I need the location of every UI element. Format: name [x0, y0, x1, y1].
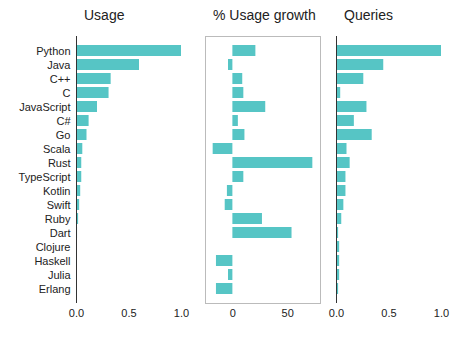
svg-text:Kotlin: Kotlin: [43, 185, 71, 197]
svg-text:0: 0: [230, 307, 236, 319]
svg-text:Go: Go: [56, 129, 71, 141]
svg-text:Scala: Scala: [43, 143, 71, 155]
svg-text:0.5: 0.5: [381, 307, 396, 319]
svg-text:0.0: 0.0: [69, 307, 84, 319]
html-text:Queries: Queries: [344, 7, 393, 23]
svg-text:Ruby: Ruby: [45, 213, 71, 225]
svg-text:Rust: Rust: [48, 157, 71, 169]
svg-text:1.0: 1.0: [434, 307, 449, 319]
svg-text:Dart: Dart: [50, 227, 71, 239]
html-text:Usage: Usage: [84, 7, 125, 23]
svg-text:Erlang: Erlang: [39, 283, 71, 295]
svg-text:TypeScript: TypeScript: [19, 171, 71, 183]
svg-text:Python: Python: [36, 45, 70, 57]
svg-text:Haskell: Haskell: [34, 255, 70, 267]
svg-text:Clojure: Clojure: [36, 241, 71, 253]
svg-text:0.0: 0.0: [329, 307, 344, 319]
svg-text:1.0: 1.0: [174, 307, 189, 319]
svg-text:C++: C++: [50, 73, 71, 85]
svg-text:Java: Java: [47, 59, 71, 71]
html-text:% Usage growth: % Usage growth: [213, 7, 316, 23]
svg-text:50: 50: [282, 307, 294, 319]
svg-text:C#: C#: [56, 115, 71, 127]
svg-text:Swift: Swift: [47, 199, 71, 211]
svg-text:0.5: 0.5: [121, 307, 136, 319]
svg-text:C: C: [63, 87, 71, 99]
svg-text:JavaScript: JavaScript: [19, 101, 70, 113]
svg-text:Julia: Julia: [48, 269, 72, 281]
